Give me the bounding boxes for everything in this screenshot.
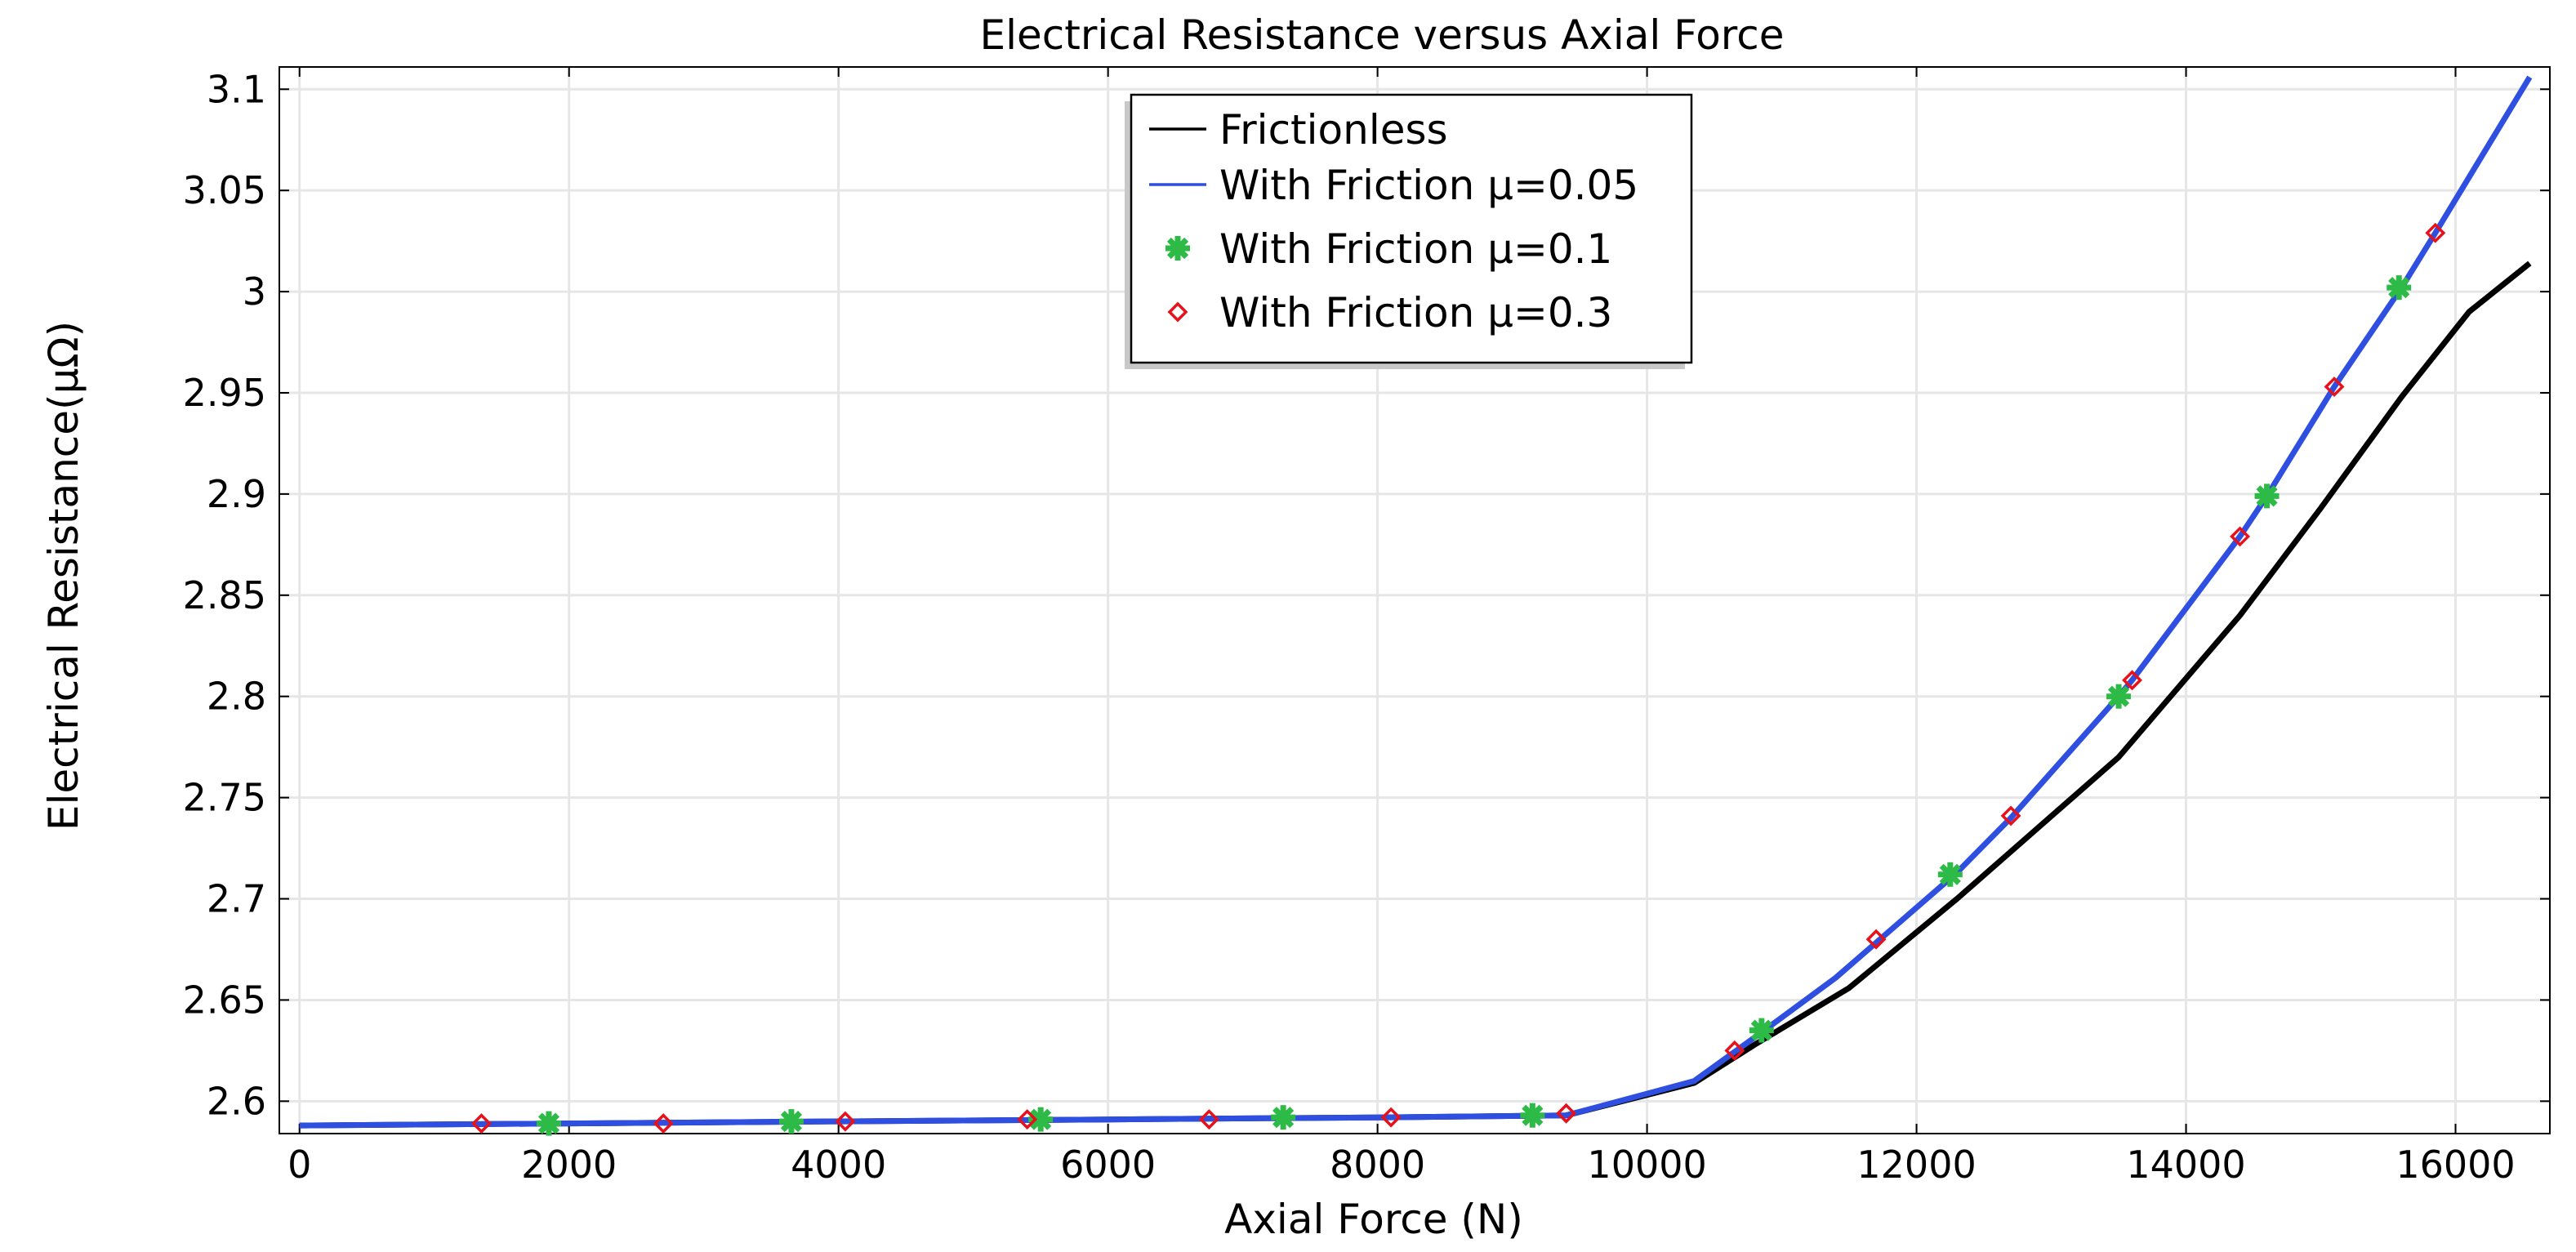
data-point xyxy=(653,1113,674,1134)
y-axis-title: Electrical Resistance(μΩ) xyxy=(40,321,87,831)
legend-item: Frictionless xyxy=(1149,106,1448,154)
legend: Frictionless With Friction μ=0.05 With Fri… xyxy=(1125,93,1693,369)
legend-label: With Friction μ=0.3 xyxy=(1219,289,1612,336)
data-point xyxy=(1556,1103,1577,1124)
x-tick-label: 14000 xyxy=(2126,1143,2245,1187)
series-2 xyxy=(536,275,2412,1136)
y-tick-label: 3 xyxy=(243,270,266,314)
x-tick-label: 10000 xyxy=(1587,1143,1706,1187)
data-point xyxy=(471,1113,492,1134)
data-point xyxy=(1749,1018,1774,1043)
data-point xyxy=(1198,1109,1219,1130)
x-tick-label: 12000 xyxy=(1856,1143,1976,1187)
data-point xyxy=(835,1111,856,1132)
data-point xyxy=(2122,670,2143,691)
x-tick-label: 8000 xyxy=(1330,1143,1425,1187)
legend-label: Frictionless xyxy=(1219,106,1448,154)
x-tick-label: 4000 xyxy=(791,1143,886,1187)
y-tick-label: 3.05 xyxy=(183,168,266,212)
grid-lines xyxy=(279,67,2550,1134)
data-point xyxy=(1520,1103,1545,1128)
legend-item: With Friction μ=0.1 xyxy=(1165,225,1612,273)
legend-swatch xyxy=(1167,301,1188,323)
data-point xyxy=(2106,684,2132,709)
data-point xyxy=(536,1111,561,1136)
y-tick-label: 3.1 xyxy=(207,67,266,111)
series-3 xyxy=(471,222,2446,1134)
y-tick-label: 2.85 xyxy=(183,573,266,617)
y-tick-label: 2.7 xyxy=(207,877,266,921)
legend-label: With Friction μ=0.05 xyxy=(1219,162,1638,209)
legend-box xyxy=(1130,93,1693,364)
x-tick-label: 0 xyxy=(287,1143,311,1187)
data-point xyxy=(1380,1107,1402,1128)
data-point xyxy=(1017,1109,1038,1130)
data-point xyxy=(778,1109,804,1134)
legend-item: With Friction μ=0.3 xyxy=(1167,289,1612,336)
x-tick-label: 6000 xyxy=(1060,1143,1156,1187)
data-point xyxy=(2254,483,2280,509)
data-point xyxy=(1865,929,1887,950)
data-point xyxy=(1724,1040,1745,1061)
y-tick-label: 2.75 xyxy=(183,776,266,820)
y-tick-label: 2.6 xyxy=(207,1079,266,1123)
y-tick-label: 2.95 xyxy=(183,371,266,415)
y-tick-label: 2.65 xyxy=(183,978,266,1022)
data-point xyxy=(2000,805,2021,826)
data-point xyxy=(1028,1107,1054,1132)
data-point xyxy=(2387,275,2412,301)
legend-item: With Friction μ=0.05 xyxy=(1149,162,1638,209)
x-tick-label: 2000 xyxy=(521,1143,617,1187)
legend-swatch xyxy=(1165,236,1190,261)
series-layer xyxy=(299,75,2533,1136)
x-tick-label: 16000 xyxy=(2396,1143,2515,1187)
legend-label: With Friction μ=0.1 xyxy=(1219,225,1612,273)
data-point xyxy=(1937,862,1963,887)
chart-title: Electrical Resistance versus Axial Force xyxy=(979,11,1784,59)
data-point xyxy=(2324,376,2345,398)
data-point xyxy=(2230,526,2251,547)
y-tick-label: 2.8 xyxy=(207,675,266,719)
y-tick-label: 2.9 xyxy=(207,472,266,516)
legend-items: Frictionless With Friction μ=0.05 With Fri… xyxy=(1149,106,1638,336)
data-point xyxy=(2425,222,2446,243)
x-axis-title: Axial Force (N) xyxy=(1224,1196,1523,1243)
axes: 0 2000 4000 6000 8000 10000 12000 14000 16000 2.6… xyxy=(183,67,2550,1187)
data-point xyxy=(1271,1105,1296,1130)
plot-area-frame xyxy=(279,66,2551,1134)
